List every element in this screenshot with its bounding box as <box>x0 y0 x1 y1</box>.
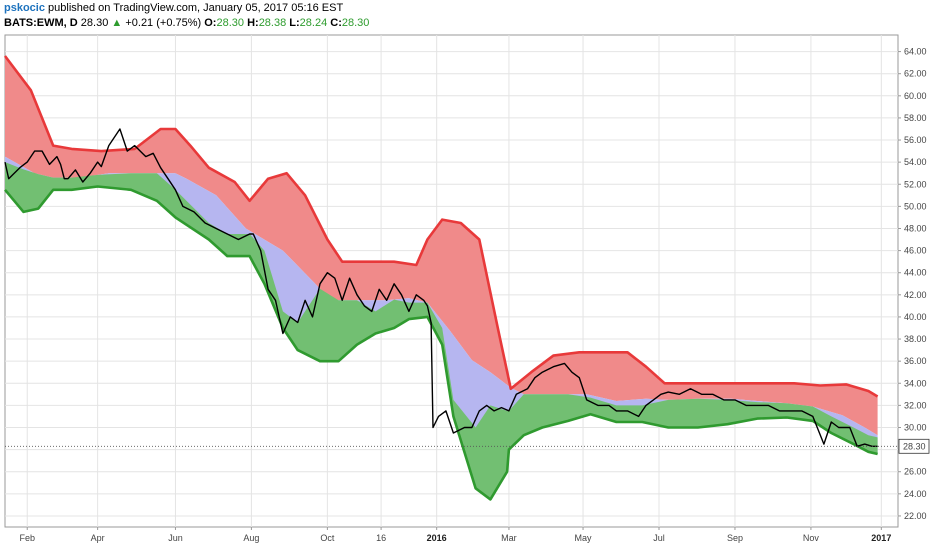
x-tick-label: Apr <box>91 533 105 543</box>
x-tick-label: Sep <box>727 533 743 543</box>
low-value: 28.24 <box>299 17 328 29</box>
band-lines <box>3 55 879 501</box>
x-tick-label: Aug <box>243 533 259 543</box>
open-label: O: <box>204 17 217 29</box>
x-axis[interactable]: Feb Apr Jun Aug Oct 16 2016 Mar May Jul Sep Nov 2017 <box>19 527 891 543</box>
y-tick-label: 54.00 <box>904 157 927 167</box>
close-value: 28.30 <box>341 17 370 29</box>
last-price-label: 28.30 <box>903 441 926 451</box>
x-tick-label: Feb <box>19 533 35 543</box>
high-label: H: <box>247 17 259 29</box>
open-value: 28.30 <box>216 17 245 29</box>
y-tick-label: 44.00 <box>904 268 927 278</box>
ohlc-legend: BATS:EWM, D 28.30 ▲ +0.21 (+0.75%) O:28.… <box>4 16 369 31</box>
x-tick-label: Oct <box>320 533 335 543</box>
y-tick-label: 34.00 <box>904 378 927 388</box>
x-tick-label: 2016 <box>427 533 447 543</box>
upper-band-area <box>5 56 878 436</box>
last-price-marker: 28.30 <box>5 438 930 454</box>
y-tick-label: 24.00 <box>904 489 927 499</box>
y-tick-label: 32.00 <box>904 400 927 410</box>
y-tick-label: 50.00 <box>904 201 927 211</box>
y-tick-label: 64.00 <box>904 47 927 57</box>
publish-info: published on TradingView.com, January 05… <box>48 2 344 14</box>
lower-band-area <box>5 162 878 500</box>
x-tick-label: 16 <box>376 533 386 543</box>
low-label: L: <box>289 17 300 29</box>
publish-header: pskocic published on TradingView.com, Ja… <box>4 1 343 16</box>
y-tick-label: 48.00 <box>904 223 927 233</box>
y-tick-label: 46.00 <box>904 246 927 256</box>
y-tick-label: 52.00 <box>904 179 927 189</box>
x-tick-label: Mar <box>501 533 517 543</box>
y-tick-label: 30.00 <box>904 422 927 432</box>
x-tick-label: Nov <box>803 533 820 543</box>
price-line <box>4 128 878 447</box>
y-tick-label: 38.00 <box>904 334 927 344</box>
x-tick-label: 2017 <box>871 533 891 543</box>
y-tick-label: 42.00 <box>904 290 927 300</box>
y-tick-label: 36.00 <box>904 356 927 366</box>
y-axis[interactable]: 22.0024.0026.0028.0030.0032.0034.0036.00… <box>898 47 927 521</box>
up-arrow-icon: ▲ <box>111 17 123 29</box>
price-series <box>4 128 878 447</box>
x-tick-label: May <box>575 533 593 543</box>
symbol-label: BATS:EWM, D <box>4 17 78 29</box>
high-value: 28.38 <box>258 17 287 29</box>
upper-band-line <box>3 55 879 398</box>
price-change: +0.21 (+0.75%) <box>125 17 202 29</box>
y-tick-label: 56.00 <box>904 135 927 145</box>
x-tick-label: Jul <box>653 533 665 543</box>
last-price-box <box>898 438 930 454</box>
y-tick-label: 22.00 <box>904 511 927 521</box>
lower-band-line <box>4 185 878 501</box>
band-fills <box>5 56 878 500</box>
publisher-name[interactable]: pskocic <box>4 2 45 14</box>
y-tick-label: 26.00 <box>904 467 927 477</box>
last-price: 28.30 <box>80 17 109 29</box>
x-tick-label: Jun <box>168 533 183 543</box>
y-tick-label: 58.00 <box>904 113 927 123</box>
y-tick-label: 40.00 <box>904 312 927 322</box>
y-tick-label: 62.00 <box>904 69 927 79</box>
close-label: C: <box>330 17 342 29</box>
y-tick-label: 60.00 <box>904 91 927 101</box>
